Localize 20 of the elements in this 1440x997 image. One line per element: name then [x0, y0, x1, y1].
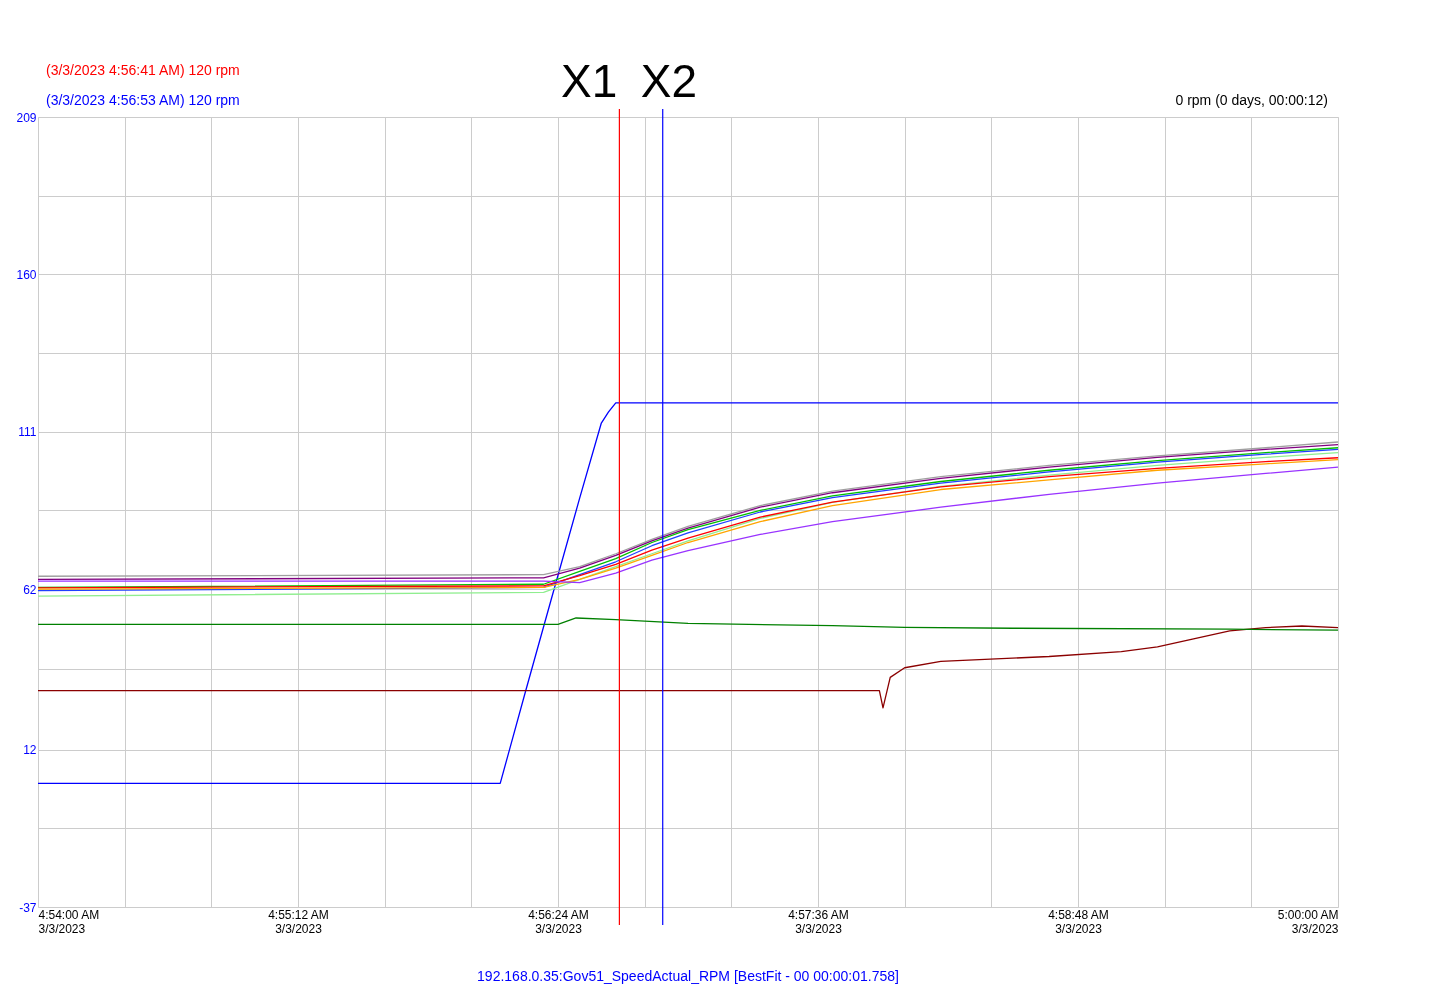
text: (3/3/2023 4:56:41 AM) 120 rpm: [46, 62, 240, 78]
text: 0 rpm (0 days, 00:00:12): [1175, 92, 1328, 108]
line-series: [38, 617, 1338, 631]
x-tick-label: 4:54:00 AM 3/3/2023: [38, 907, 100, 936]
text: (3/3/2023 4:56:53 AM) 120 rpm: [46, 92, 240, 108]
x-tick-label: 4:58:48 AM 3/3/2023: [1048, 907, 1109, 936]
ref-line-label: X1: [561, 55, 618, 107]
ref-line-label: X2: [640, 55, 697, 107]
y-tick-label: 111: [18, 425, 37, 440]
y-tick-label: -37: [19, 900, 37, 915]
text: 192.168.0.35:Gov51_SpeedActual_RPM [BestFit - 00 00:00:01.758]: [477, 968, 899, 984]
y-tick-label: 12: [23, 743, 37, 758]
y-tick-label: 209: [16, 110, 37, 125]
x-tick-label: 5:00:00 AM 3/3/2023: [1277, 907, 1339, 936]
x-tick-label: 4:57:36 AM 3/3/2023: [788, 907, 849, 936]
x-tick-label: 4:55:12 AM 3/3/2023: [268, 907, 329, 936]
x-tick-label: 4:56:24 AM 3/3/2023: [528, 907, 589, 936]
y-tick-label: 62: [23, 582, 37, 597]
y-tick-label: 160: [16, 267, 37, 282]
line-series: [38, 625, 1338, 709]
